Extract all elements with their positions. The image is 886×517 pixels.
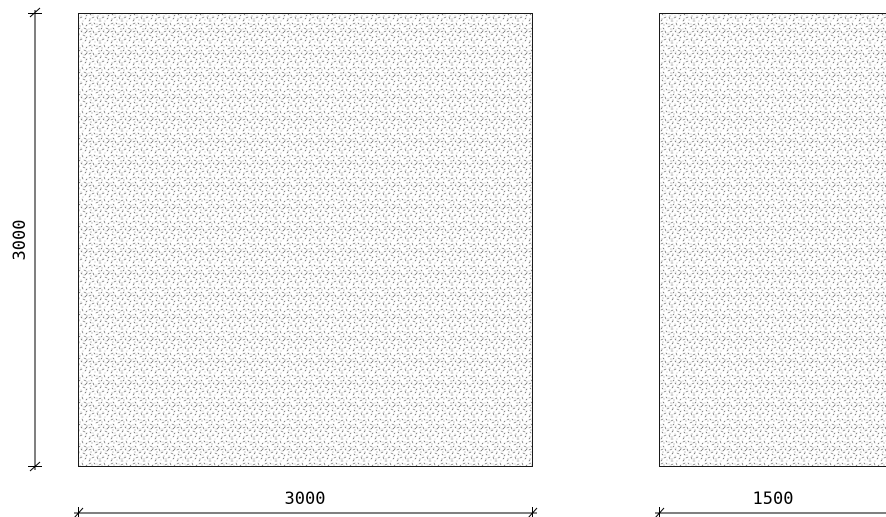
right-panel <box>659 13 886 467</box>
left-panel <box>78 13 533 467</box>
right-width-label: 1500 <box>753 489 794 509</box>
right-width-dimension: 1500 <box>655 489 886 517</box>
left-width-dimension: 3000 <box>74 489 538 517</box>
left-height-label: 3000 <box>10 220 30 261</box>
left-height-dimension: 3000 <box>10 7 42 472</box>
left-width-label: 3000 <box>285 489 326 509</box>
